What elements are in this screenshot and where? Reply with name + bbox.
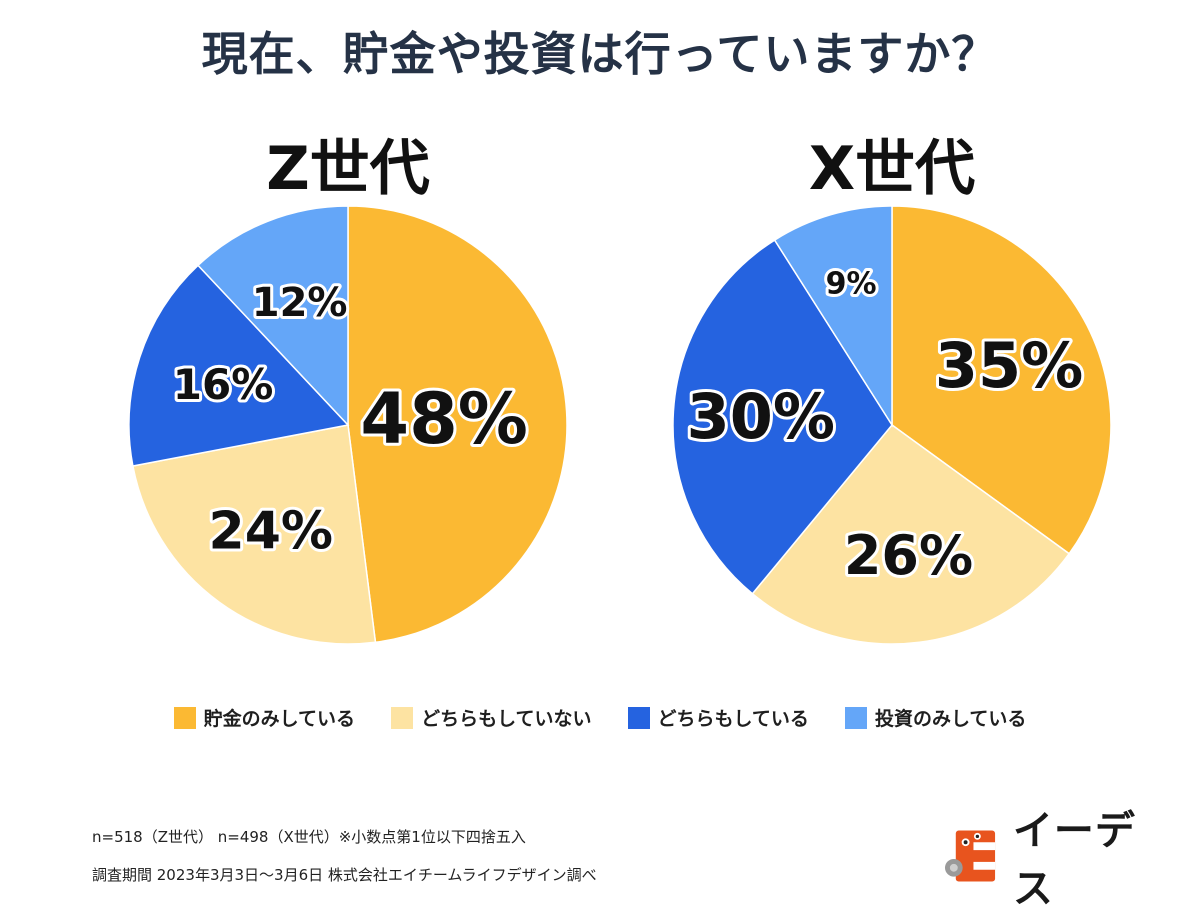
pie-svg-x: 35% 26% 30% 9% (672, 205, 1112, 645)
chart-title-z: Z世代 (266, 134, 430, 204)
pie-svg-z: 48% 24% 16% 12% (128, 205, 568, 645)
slice-data-label: 24% (209, 501, 333, 561)
slice-data-label: 12% (252, 280, 348, 326)
slice-data-label: 48% (360, 378, 528, 460)
legend-swatch (844, 706, 867, 729)
legend-item-savings-only: 貯金のみしている (173, 704, 356, 731)
legend-swatch (391, 706, 414, 729)
slice-data-label: 16% (173, 360, 274, 409)
pie-slice (891, 205, 1112, 555)
logo-text: イーデス (1012, 808, 1136, 912)
ie-des-mascot-icon (944, 830, 996, 882)
pie-chart-z: Z世代 48% 24% 16% 12% (68, 120, 628, 680)
footnote-sample-size: n=518（Z世代） n=498（X世代）※小数点第1位以下四捨五入 (92, 828, 526, 846)
brand-logo: イーデス (944, 808, 1174, 912)
slice-data-label: 26% (844, 524, 973, 587)
pie-slice (672, 239, 893, 595)
page-title: 現在、貯金や投資は行っていますか？ (201, 27, 999, 81)
pie-chart-x: X世代 35% 26% 30% 9% (612, 120, 1172, 680)
pie-slice (132, 424, 377, 645)
legend: 貯金のみしている どちらもしていない どちらもしている 投資のみしている (0, 704, 1200, 731)
legend-swatch (627, 706, 650, 729)
slice-data-label: 30% (687, 380, 835, 453)
pie-slice (197, 205, 349, 427)
legend-label: どちらもしていない (421, 708, 592, 730)
legend-label: どちらもしている (657, 708, 809, 730)
chart-title-x: X世代 (808, 134, 976, 204)
legend-item-both: どちらもしている (627, 704, 809, 731)
legend-label: 貯金のみしている (203, 708, 356, 730)
legend-swatch (173, 706, 196, 729)
pie-slice (347, 205, 568, 644)
legend-item-neither: どちらもしていない (391, 704, 592, 731)
pie-slice (128, 264, 350, 467)
pie-slice (773, 205, 893, 428)
pie-slice (751, 423, 1071, 645)
slice-data-label: 9% (826, 267, 877, 302)
legend-item-investment-only: 投資のみしている (844, 704, 1027, 731)
footnote-survey-period: 調査期間 2023年3月3日〜3月6日 株式会社エイチームライフデザイン調べ (92, 866, 597, 884)
slice-data-label: 35% (935, 329, 1083, 402)
legend-label: 投資のみしている (874, 708, 1027, 730)
